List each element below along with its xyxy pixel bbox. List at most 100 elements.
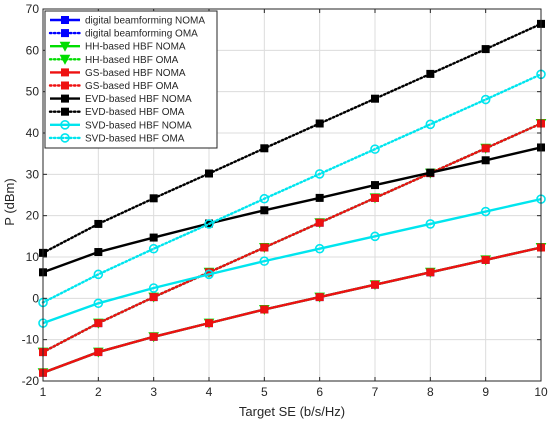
series-6-point-8 — [481, 156, 490, 165]
x-tick-label-4: 5 — [261, 385, 268, 399]
legend-entry-4: GS-based HBF NOMA — [50, 68, 186, 79]
legend-marker-1 — [61, 29, 69, 38]
series-7-point-3 — [205, 169, 213, 178]
series-9-point-3 — [204, 219, 214, 229]
x-tick-label-1: 2 — [95, 385, 102, 399]
y-tick-label-3: 10 — [26, 250, 40, 264]
x-axis-title: Target SE (b/s/Hz) — [239, 404, 345, 419]
series-8-point-6 — [370, 231, 380, 242]
series-6-point-4 — [260, 206, 269, 215]
series-4-point-6 — [371, 280, 379, 289]
legend-label-4: GS-based HBF NOMA — [85, 68, 186, 79]
legend-label-2: HH-based HBF NOMA — [85, 42, 186, 53]
series-7-point-5 — [315, 119, 324, 128]
series-7-point-8 — [481, 45, 490, 54]
series-9-point-2 — [148, 243, 159, 254]
series-8-point-3 — [204, 269, 214, 280]
tick-labels: 1 2 3 4 5 6 7 8 9 10 -20 -10 0 10 20 30 40 50 60 70 — [22, 2, 548, 399]
series-5-point-1 — [94, 319, 103, 328]
legend-marker-0 — [61, 16, 69, 24]
x-tick-label-0: 1 — [40, 385, 47, 399]
series-9-point-5 — [314, 169, 325, 179]
legend-entry-9: SVD-based HBF OMA — [48, 133, 185, 144]
y-tick-label-5: 30 — [26, 167, 40, 181]
series-8-point-1 — [93, 298, 104, 309]
y-tick-label-2: 0 — [32, 291, 39, 305]
legend-label-5: GS-based HBF OMA — [85, 81, 179, 92]
legend-entry-0: digital beamforming NOMA — [50, 16, 205, 27]
legend-entry-8: SVD-based HBF NOMA — [50, 120, 192, 131]
series-line-6 — [42, 146, 542, 274]
x-tick-label-8: 9 — [482, 385, 489, 399]
legend-entry-5: GS-based HBF OMA — [48, 81, 179, 92]
series-7-point-4 — [260, 144, 269, 153]
series-8-point-7 — [425, 219, 436, 229]
series-9-point-7 — [425, 119, 436, 130]
series-7-point-2 — [149, 194, 158, 203]
series-7-point-6 — [371, 94, 379, 103]
legend-marker-9 — [60, 133, 70, 143]
x-tick-label-3: 4 — [206, 385, 213, 399]
series-4-point-2 — [149, 332, 158, 341]
legend-entry-1: digital beamforming OMA — [48, 29, 198, 40]
series-6-point-6 — [371, 181, 379, 190]
legend-label-3: HH-based HBF OMA — [85, 55, 179, 66]
series-7-point-7 — [426, 69, 435, 78]
x-tick-label-6: 7 — [372, 385, 379, 399]
y-tick-label-7: 50 — [26, 85, 40, 99]
series-line-7 — [41, 22, 543, 255]
legend-marker-4 — [61, 68, 69, 77]
series-8-point-8 — [480, 206, 491, 217]
legend-label-8: SVD-based HBF NOMA — [85, 120, 192, 131]
legend-marker-3 — [59, 54, 71, 65]
legend-marker-7 — [61, 107, 69, 116]
legend-entry-7: EVD-based HBF OMA — [48, 107, 185, 118]
series-4-point-5 — [315, 293, 324, 302]
series-4-point-8 — [481, 255, 490, 264]
series-6-point-7 — [426, 168, 435, 177]
x-tick-label-2: 3 — [150, 385, 157, 399]
legend-label-0: digital beamforming NOMA — [85, 16, 205, 27]
x-tick-label-9: 10 — [534, 385, 548, 399]
series-5-point-8 — [481, 144, 490, 153]
y-tick-label-6: 40 — [26, 126, 40, 140]
series-5-point-5 — [315, 218, 324, 227]
series-9-point-1 — [93, 269, 104, 280]
series-5-point-2 — [149, 293, 158, 302]
series-7-point-1 — [94, 219, 103, 228]
series-4-point-1 — [94, 348, 103, 357]
series-6-point-1 — [94, 248, 103, 257]
y-tick-label-8: 60 — [26, 43, 40, 57]
series-4-point-4 — [260, 305, 269, 314]
legend: digital beamforming NOMA digital beamform… — [44, 10, 218, 149]
legend-marker-8 — [60, 120, 70, 130]
legend-label-9: SVD-based HBF OMA — [85, 133, 185, 144]
y-tick-label-9: 70 — [26, 2, 40, 16]
y-axis-title: P (dBm) — [2, 178, 17, 225]
legend-entry-2: HH-based HBF NOMA — [50, 41, 186, 53]
series-9-point-6 — [370, 144, 380, 154]
y-tick-label-4: 20 — [26, 209, 40, 223]
legend-label-6: EVD-based HBF NOMA — [85, 94, 192, 105]
series-line-4 — [42, 246, 542, 374]
series-8 — [38, 194, 546, 328]
axes — [42, 8, 542, 382]
legend-label-7: EVD-based HBF OMA — [85, 107, 185, 118]
axes-box — [42, 8, 542, 382]
legend-label-1: digital beamforming OMA — [85, 29, 198, 40]
series-8-point-2 — [148, 283, 159, 293]
x-tick-label-7: 8 — [427, 385, 434, 399]
series-6-point-5 — [315, 193, 324, 202]
series-7 — [39, 19, 545, 257]
y-tick-label-1: -10 — [22, 333, 40, 347]
legend-entry-6: EVD-based HBF NOMA — [50, 94, 192, 105]
series-8-point-5 — [314, 243, 325, 254]
series-8-point-4 — [259, 256, 270, 266]
series-9-point-4 — [259, 193, 270, 204]
x-tick-label-5: 6 — [316, 385, 323, 399]
series-5-point-4 — [260, 243, 269, 252]
series-line-5 — [41, 122, 543, 354]
legend-marker-2 — [59, 41, 71, 52]
